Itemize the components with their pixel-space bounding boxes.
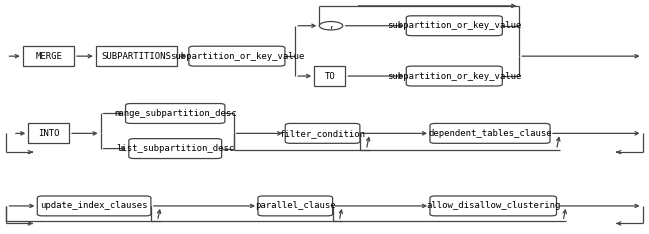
Text: subpartition_or_key_value: subpartition_or_key_value: [387, 21, 522, 30]
FancyBboxPatch shape: [189, 46, 285, 66]
Text: ,: ,: [328, 21, 334, 30]
FancyBboxPatch shape: [258, 196, 333, 216]
Bar: [23, 46, 74, 66]
Text: allow_disallow_clustering: allow_disallow_clustering: [426, 201, 561, 210]
FancyBboxPatch shape: [129, 139, 222, 159]
Text: subpartition_or_key_value: subpartition_or_key_value: [169, 52, 304, 61]
FancyBboxPatch shape: [406, 66, 502, 86]
Text: MERGE: MERGE: [35, 52, 62, 61]
Text: update_index_clauses: update_index_clauses: [40, 201, 148, 210]
Bar: [314, 66, 345, 86]
Bar: [29, 124, 69, 143]
Text: subpartition_or_key_value: subpartition_or_key_value: [387, 72, 522, 80]
Text: filter_condition: filter_condition: [280, 129, 365, 138]
Text: INTO: INTO: [38, 129, 60, 138]
Text: range_subpartition_desc: range_subpartition_desc: [114, 109, 237, 118]
Bar: [96, 46, 177, 66]
Text: SUBPARTITIONS: SUBPARTITIONS: [101, 52, 171, 61]
FancyBboxPatch shape: [430, 196, 556, 216]
FancyBboxPatch shape: [406, 16, 502, 36]
Circle shape: [319, 22, 343, 30]
Text: TO: TO: [324, 72, 335, 80]
FancyBboxPatch shape: [126, 103, 225, 123]
FancyBboxPatch shape: [38, 196, 151, 216]
Text: dependent_tables_clause: dependent_tables_clause: [428, 129, 552, 138]
FancyBboxPatch shape: [430, 123, 550, 143]
Text: list_subpartition_desc: list_subpartition_desc: [116, 144, 234, 153]
FancyBboxPatch shape: [286, 123, 360, 143]
Text: parallel_clause: parallel_clause: [255, 201, 336, 210]
